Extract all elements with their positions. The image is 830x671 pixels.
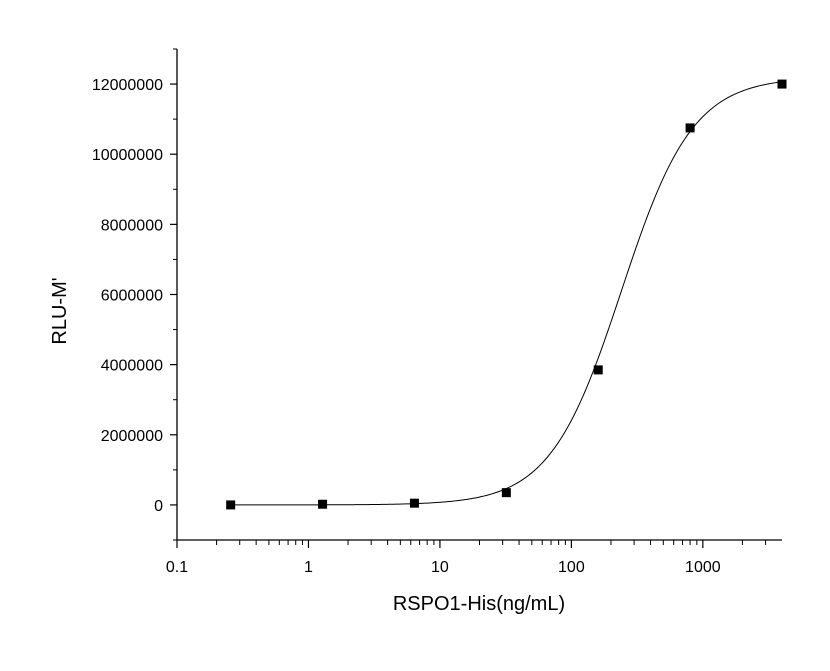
y-tick-label-2: 4000000 xyxy=(101,358,163,375)
x-tick-label-4: 1000 xyxy=(685,559,721,576)
x-tick-label-3: 100 xyxy=(558,559,585,576)
y-tick-label-5: 10000000 xyxy=(92,147,163,164)
plot-area: 0 2000000 4000000 6000000 8000000 10000000 120… xyxy=(92,48,787,576)
y-tick-label-4: 8000000 xyxy=(101,217,163,234)
data-point-6 xyxy=(777,79,787,89)
y-tick-label-3: 6000000 xyxy=(101,288,163,305)
data-point-5 xyxy=(685,123,695,133)
x-tick-label-0: 0.1 xyxy=(166,559,188,576)
fit-curve xyxy=(230,81,783,506)
y-tick-label-6: 12000000 xyxy=(92,77,163,94)
data-point-4 xyxy=(593,365,603,375)
y-axis-title: RLU-M' xyxy=(49,277,71,344)
data-point-1 xyxy=(318,499,328,509)
y-tick-label-0: 0 xyxy=(154,498,163,515)
x-tick-label-1: 1 xyxy=(304,559,313,576)
data-point-2 xyxy=(409,498,419,508)
data-point-3 xyxy=(501,488,511,498)
x-tick-label-2: 10 xyxy=(431,559,449,576)
x-axis-title: RSPO1-His(ng/mL) xyxy=(393,593,565,615)
y-tick-label-1: 2000000 xyxy=(101,428,163,445)
data-point-0 xyxy=(226,500,236,510)
